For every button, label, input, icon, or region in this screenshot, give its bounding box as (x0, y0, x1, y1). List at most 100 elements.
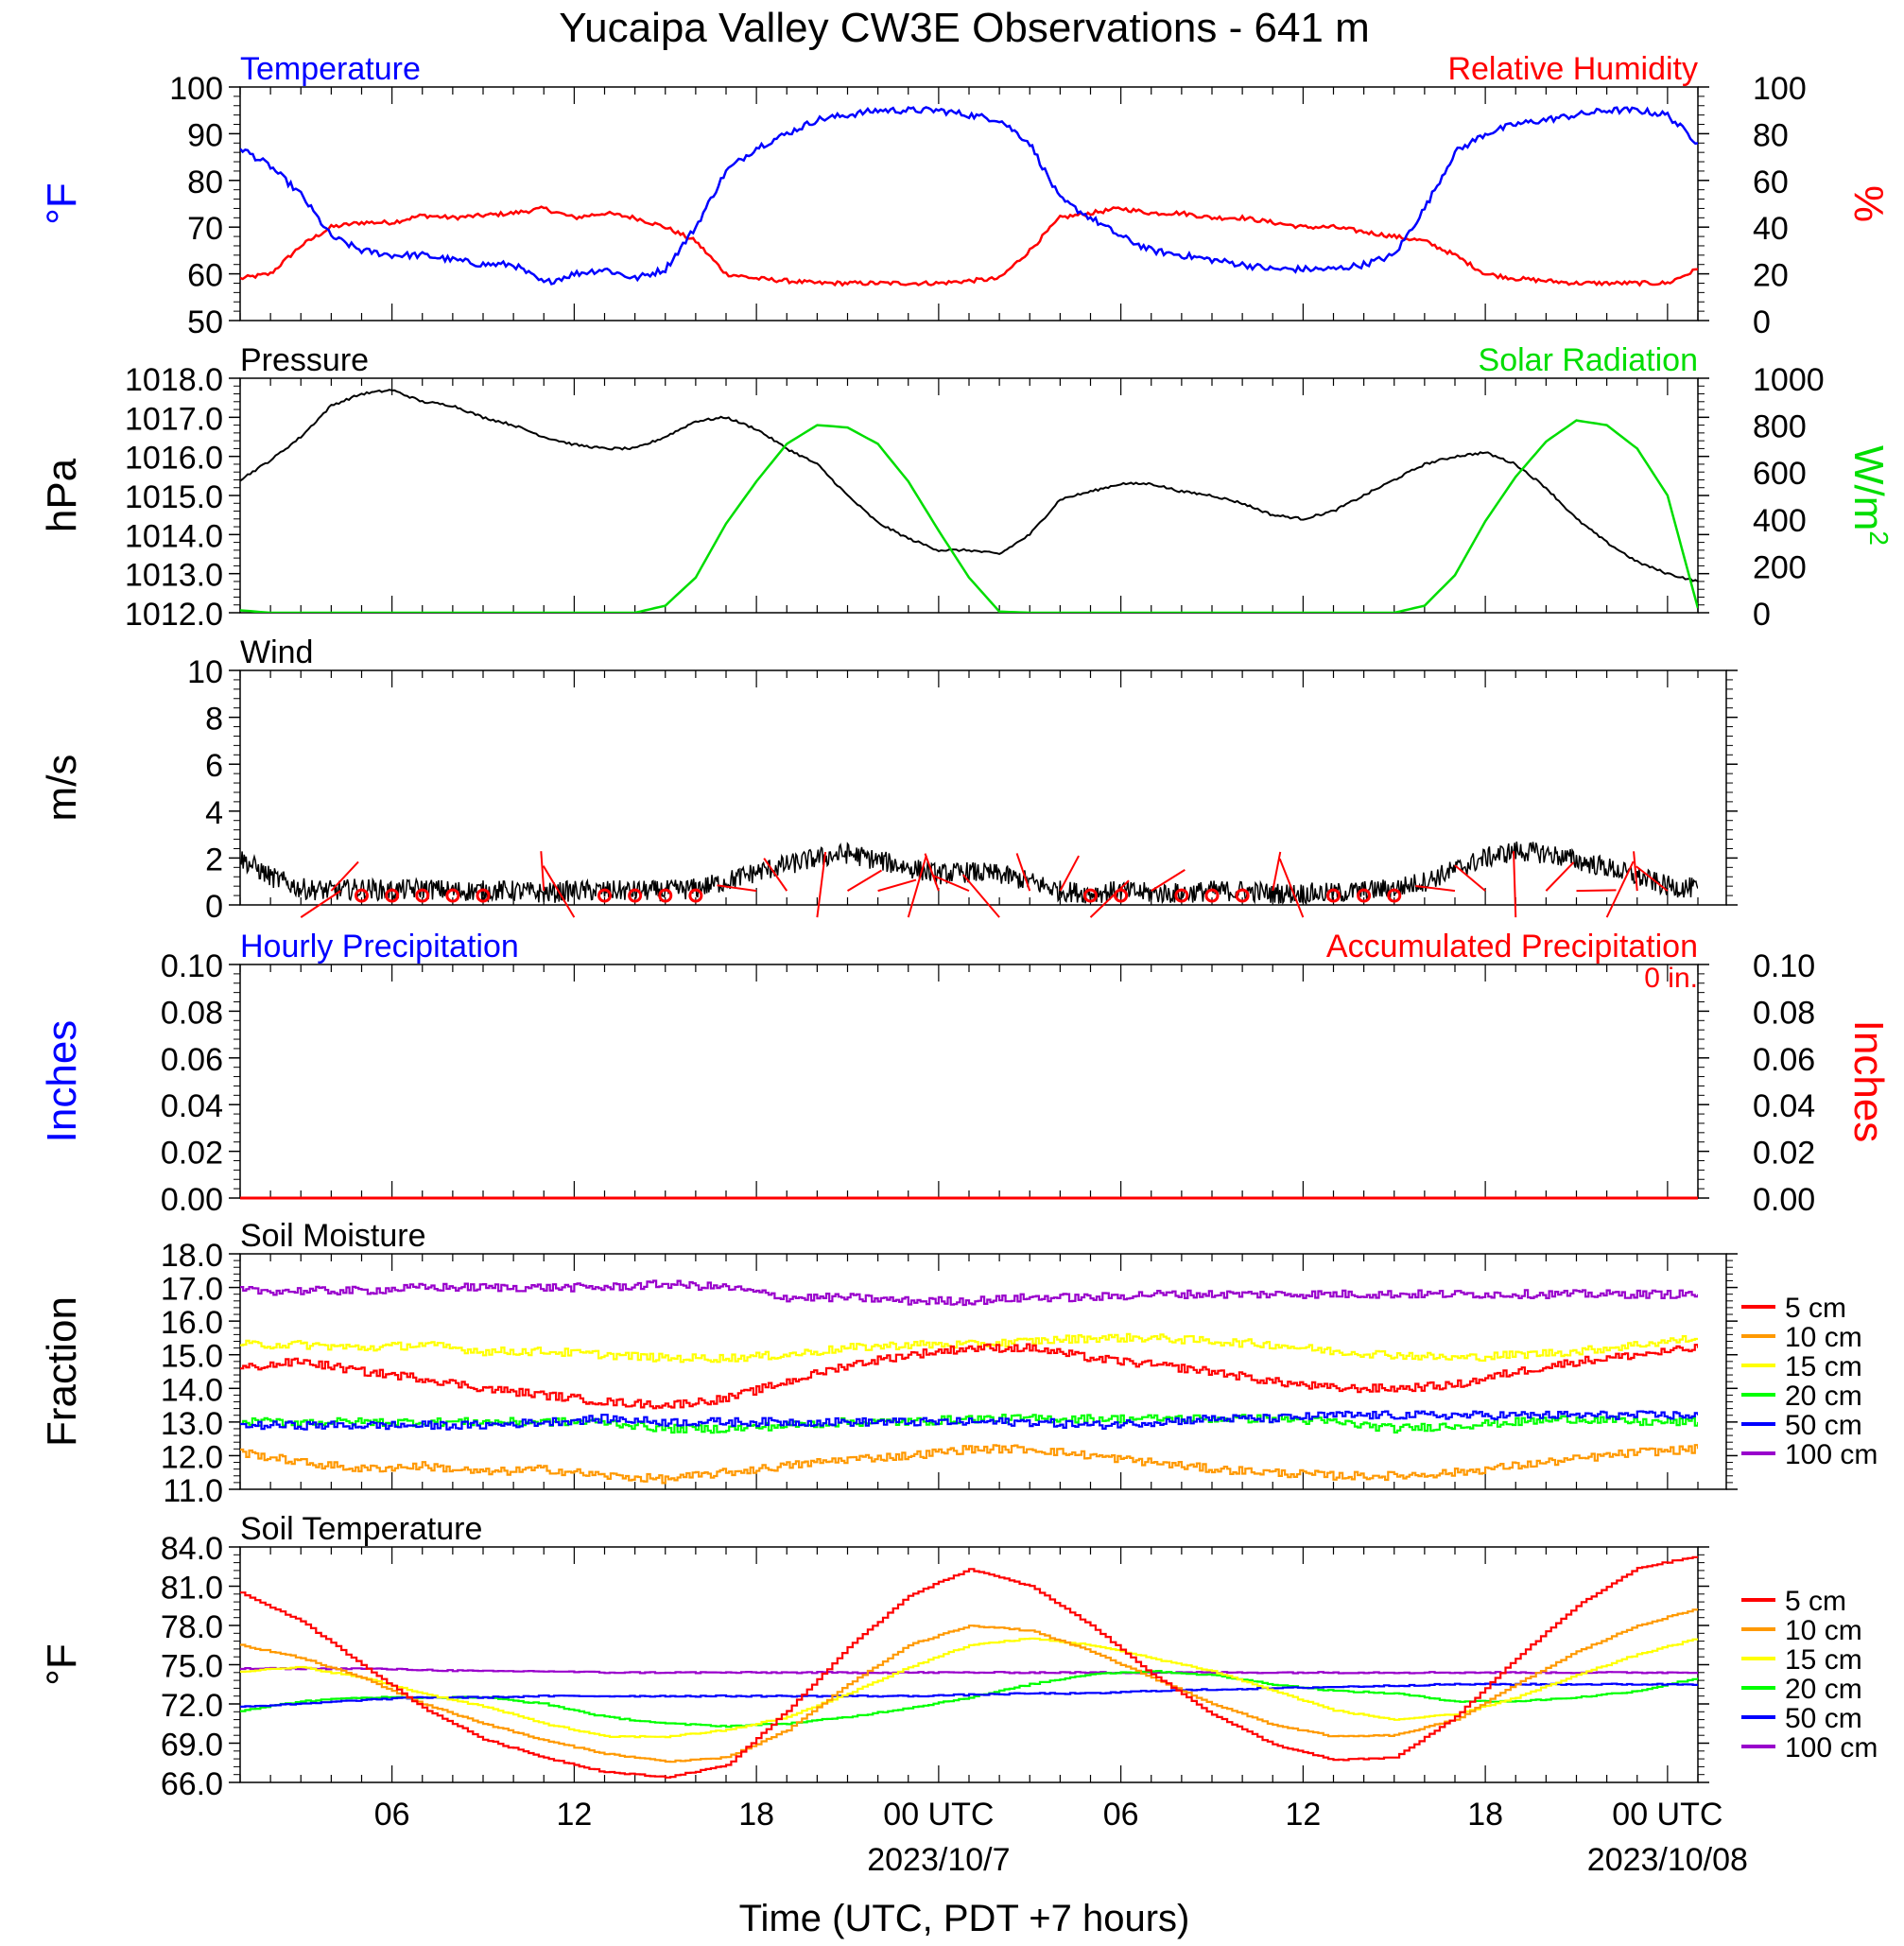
legend-label: 100 cm (1785, 1439, 1878, 1470)
x-tick-label: 12 (556, 1797, 592, 1833)
series-soil-15cm (240, 1637, 1698, 1739)
y-tick-label: 0.04 (161, 1088, 223, 1124)
wind-barb (540, 851, 545, 892)
panel-title-left: Hourly Precipitation (240, 929, 519, 964)
x-date-label: 2023/10/08 (1587, 1842, 1748, 1878)
x-tick-label: 06 (374, 1797, 410, 1833)
wind-barb (763, 858, 788, 892)
y-tick-label: 4 (205, 795, 223, 831)
y-tick-label: 14.0 (161, 1372, 223, 1408)
wind-calm-marker (1204, 888, 1220, 903)
series-wind-speed (240, 842, 1698, 905)
wind-barb (1089, 879, 1130, 918)
y-tick-label: 1017.0 (125, 401, 223, 437)
wind-calm-marker (658, 888, 673, 903)
wind-barb (1636, 865, 1669, 892)
panel-frame (239, 964, 1699, 1199)
y2-tick-label: 80 (1753, 117, 1789, 153)
y-tick-label: 0.10 (161, 948, 223, 984)
y2-axis-label: % (1845, 185, 1892, 222)
x-tick-label: 00 UTC (883, 1797, 994, 1833)
wind-barb (1278, 858, 1305, 918)
panel-title-left: Pressure (240, 342, 369, 378)
y2-tick-label: 0 (1753, 304, 1771, 340)
y-tick-label: 18.0 (161, 1238, 223, 1274)
panel-title-right: Accumulated Precipitation (1326, 929, 1698, 964)
y-tick-label: 1012.0 (125, 597, 223, 633)
series-soil-50cm (240, 1410, 1698, 1431)
series-soil-50cm (240, 1682, 1698, 1708)
wind-barb (816, 851, 827, 918)
y-axis-label: Inches (39, 1020, 85, 1143)
y-tick-label: 16.0 (161, 1305, 223, 1341)
wind-barb (542, 865, 576, 918)
y-tick-label: 13.0 (161, 1406, 223, 1442)
panel-title-right: Relative Humidity (1447, 51, 1698, 87)
y-tick-label: 0 (205, 889, 223, 925)
wind-calm-marker (628, 888, 643, 903)
series-soil-15cm (240, 1332, 1698, 1364)
y2-tick-label: 1000 (1753, 362, 1825, 398)
y2-tick-label: 0.06 (1753, 1042, 1815, 1078)
wind-barb (961, 874, 1000, 918)
legend-label: 15 cm (1785, 1644, 1862, 1676)
series-soil-5cm (240, 1343, 1698, 1410)
y2-tick-label: 20 (1753, 258, 1789, 294)
legend-label: 100 cm (1785, 1732, 1878, 1764)
y-tick-label: 2 (205, 842, 223, 877)
y2-axis-label-superscript: 2 (1864, 530, 1894, 546)
y-tick-label: 0.02 (161, 1136, 223, 1172)
y-axis-label: °F (39, 1643, 85, 1685)
y-axis-label: Fraction (39, 1296, 85, 1447)
y-tick-label: 12.0 (161, 1439, 223, 1475)
wind-barb (300, 890, 341, 918)
x-tick-label: 18 (738, 1797, 774, 1833)
wind-barb (1605, 860, 1635, 918)
y-tick-label: 10 (187, 654, 223, 690)
series-temperature (240, 106, 1698, 286)
wind-calm-marker (476, 888, 491, 903)
y-tick-label: 100 (169, 71, 223, 107)
panel-wind: 10 8 6 4 2 0 Wind m/s (39, 634, 1738, 925)
wind-barb (1633, 851, 1638, 892)
y-tick-label: 69.0 (161, 1728, 223, 1764)
legend-label: 10 cm (1785, 1615, 1862, 1646)
y2-tick-label: 400 (1753, 503, 1807, 539)
y2-tick-label: 200 (1753, 549, 1807, 585)
wind-calm-marker (1235, 888, 1250, 903)
y-tick-label: 0.06 (161, 1042, 223, 1078)
y-tick-label: 0.08 (161, 995, 223, 1031)
precip-total-label: 0 in. (1644, 963, 1698, 994)
y-tick-label: 1016.0 (125, 441, 223, 477)
y-tick-label: 72.0 (161, 1688, 223, 1724)
y-tick-label: 70 (187, 211, 223, 247)
y2-tick-label: 0.10 (1753, 948, 1815, 984)
y-tick-label: 8 (205, 702, 223, 738)
wind-calm-marker (597, 888, 612, 903)
y2-tick-label: 800 (1753, 409, 1807, 445)
y-tick-label: 84.0 (161, 1531, 223, 1567)
wind-barb (1454, 864, 1486, 892)
wind-barb (877, 878, 917, 893)
legend-label: 15 cm (1785, 1351, 1862, 1382)
y2-tick-label: 0.08 (1753, 995, 1815, 1031)
wind-calm-marker (1083, 888, 1098, 903)
legend-label: 50 cm (1785, 1703, 1862, 1734)
y2-tick-label: 40 (1753, 211, 1789, 247)
panel-title-left: Soil Temperature (240, 1511, 482, 1547)
series-soil-100cm (240, 1666, 1698, 1675)
y-tick-label: 17.0 (161, 1272, 223, 1308)
x-date-label: 2023/10/7 (867, 1842, 1010, 1878)
y2-tick-label: 0.02 (1753, 1136, 1815, 1172)
wind-barb (931, 874, 970, 893)
series-soil-100cm (240, 1279, 1698, 1307)
panel-title-right: Solar Radiation (1479, 342, 1698, 378)
chart-title: Yucaipa Valley CW3E Observations - 641 m (559, 5, 1370, 51)
wind-barb (717, 884, 757, 893)
y-tick-label: 81.0 (161, 1571, 223, 1607)
panel-frame (239, 1253, 1727, 1490)
y2-tick-label: 0.00 (1753, 1182, 1815, 1218)
y-axis-label: m/s (39, 755, 85, 822)
